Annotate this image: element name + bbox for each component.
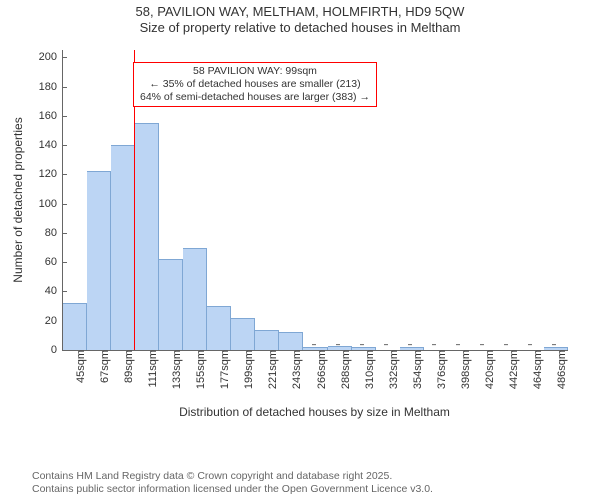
histogram-bar (63, 303, 87, 350)
annotation-line: 58 PAVILION WAY: 99sqm (140, 65, 370, 78)
x-tick: 486sqm (550, 350, 568, 389)
x-tick: 464sqm (526, 350, 544, 389)
x-tick: 155sqm (189, 350, 207, 389)
histogram-bar (207, 306, 231, 350)
histogram-bar (135, 123, 159, 350)
x-tick: 243sqm (285, 350, 303, 389)
histogram-bar (87, 171, 111, 350)
x-tick: 45sqm (69, 350, 87, 383)
footer-line-2: Contains public sector information licen… (32, 483, 433, 496)
histogram-bar (328, 346, 352, 350)
histogram-bar (400, 347, 424, 350)
histogram-bar (303, 347, 327, 350)
x-tick: 177sqm (213, 350, 231, 389)
x-tick: 89sqm (117, 350, 135, 383)
x-tick: 133sqm (165, 350, 183, 389)
y-axis-label: Number of detached properties (11, 117, 25, 282)
chart-container: 58, PAVILION WAY, MELTHAM, HOLMFIRTH, HD… (0, 0, 600, 500)
y-tick: 100 (39, 198, 63, 210)
x-tick: 288sqm (334, 350, 352, 389)
y-tick: 0 (51, 344, 63, 356)
histogram-bar (255, 330, 279, 350)
x-tick: 354sqm (406, 350, 424, 389)
x-tick: 420sqm (478, 350, 496, 389)
y-tick: 60 (45, 256, 63, 268)
x-tick: 199sqm (237, 350, 255, 389)
y-tick: 200 (39, 51, 63, 63)
x-tick: 442sqm (502, 350, 520, 389)
annotation-line: 64% of semi-detached houses are larger (… (140, 91, 370, 104)
x-tick: 266sqm (310, 350, 328, 389)
footer: Contains HM Land Registry data © Crown c… (32, 470, 433, 496)
x-tick: 221sqm (261, 350, 279, 389)
y-tick: 160 (39, 110, 63, 122)
x-tick: 67sqm (93, 350, 111, 383)
histogram-bar (544, 347, 568, 350)
y-tick: 40 (45, 285, 63, 297)
x-axis-label: Distribution of detached houses by size … (179, 405, 450, 419)
histogram-bar (159, 259, 183, 350)
address-title: 58, PAVILION WAY, MELTHAM, HOLMFIRTH, HD… (0, 4, 600, 20)
subtitle: Size of property relative to detached ho… (0, 20, 600, 36)
histogram-bar (231, 318, 255, 350)
chart-area: 0 20 40 60 80 100 120 140 160 180 200 45sqm 67sqm 89s… (0, 40, 600, 435)
y-tick: 180 (39, 81, 63, 93)
title-block: 58, PAVILION WAY, MELTHAM, HOLMFIRTH, HD… (0, 0, 600, 37)
x-tick: 376sqm (430, 350, 448, 389)
x-tick: 332sqm (382, 350, 400, 389)
y-tick: 80 (45, 227, 63, 239)
footer-line-1: Contains HM Land Registry data © Crown c… (32, 470, 433, 483)
y-tick: 140 (39, 139, 63, 151)
histogram-bar (111, 145, 135, 350)
y-tick: 120 (39, 168, 63, 180)
plot-area: 02040608010012014016018020045sqm67sqm89s… (62, 50, 568, 351)
histogram-bar (279, 332, 303, 350)
histogram-bar (183, 248, 207, 350)
histogram-bar (352, 347, 376, 350)
annotation-box: 58 PAVILION WAY: 99sqm← 35% of detached … (133, 62, 377, 107)
x-tick: 398sqm (454, 350, 472, 389)
x-tick: 310sqm (358, 350, 376, 389)
y-tick: 20 (45, 315, 63, 327)
annotation-line: ← 35% of detached houses are smaller (21… (140, 78, 370, 91)
x-tick: 111sqm (141, 350, 159, 388)
